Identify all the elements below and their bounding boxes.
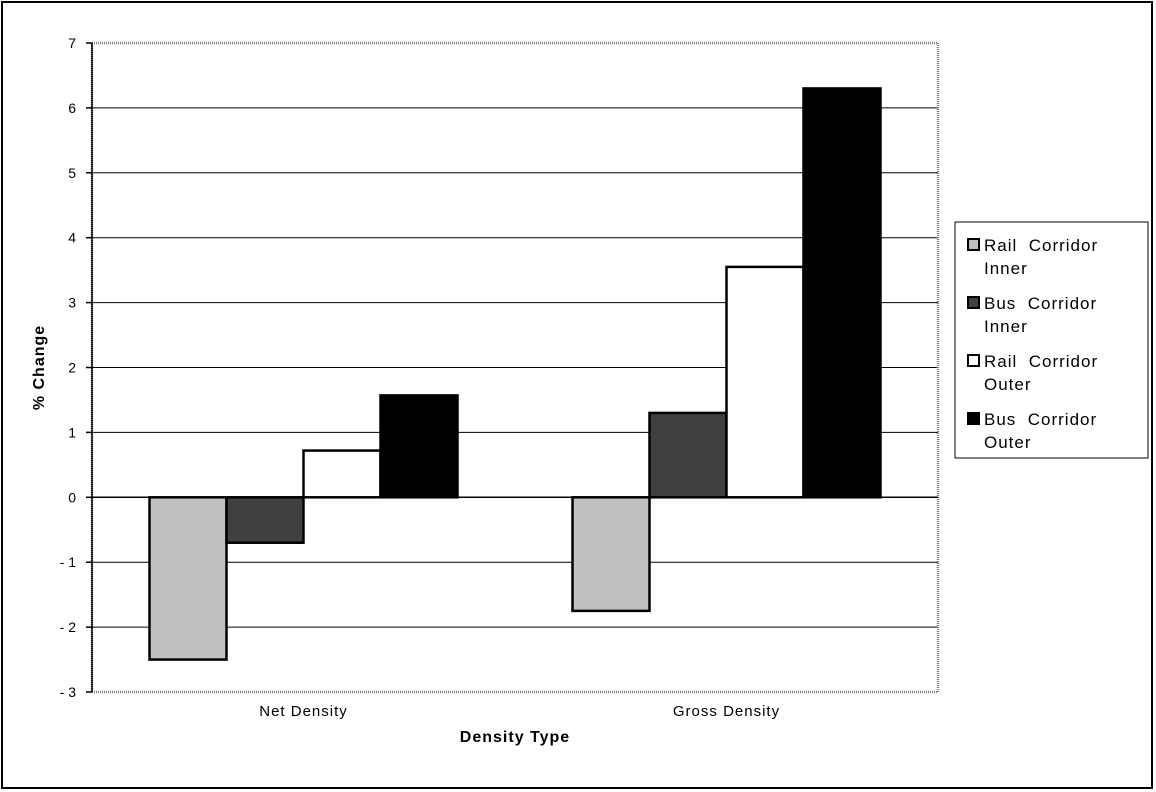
legend-box	[954, 221, 1149, 459]
y-tick-label: 6	[68, 100, 76, 116]
bars	[148, 87, 882, 661]
y-tick-label: 5	[68, 165, 76, 181]
x-category-label: Net Density	[259, 703, 348, 720]
legend-label: Bus Corridor	[984, 294, 1097, 313]
bar-rail-corridor-inner-gross-density	[571, 496, 651, 613]
legend-label-line2: Outer	[984, 433, 1032, 452]
y-tick-label: 7	[68, 35, 76, 51]
y-tick-label: - 3	[60, 684, 77, 700]
legend-label-line2: Inner	[984, 317, 1028, 336]
plot-area-border	[90, 41, 940, 694]
legend-label-line2: Outer	[984, 375, 1032, 394]
bar-bus-corridor-outer-net-density	[379, 394, 459, 499]
legend-label: Rail Corridor	[984, 236, 1098, 255]
x-category-label: Gross Density	[673, 703, 780, 720]
legend-swatch	[967, 296, 980, 309]
legend-swatch	[967, 412, 980, 425]
legend-items: Rail Corridor Inner Bus Corridor Inner Rail …	[967, 236, 1098, 452]
legend-label-line2: Inner	[984, 259, 1028, 278]
y-tick-label: 3	[68, 295, 76, 311]
y-ticks: 7 6 5 4 3 2 1 0 - 1 - 2 - 3	[60, 35, 92, 700]
bar-rail-corridor-outer-gross-density	[725, 265, 805, 499]
legend-label: Bus Corridor	[984, 410, 1097, 429]
bar-rail-corridor-inner-net-density	[148, 496, 228, 661]
y-tick-label: 2	[68, 360, 76, 376]
y-axis-title: % Change	[31, 325, 48, 410]
x-axis-title: Density Type	[460, 729, 570, 746]
y-tick-label: - 2	[60, 619, 77, 635]
y-tick-label: - 1	[60, 554, 77, 570]
y-tick-label: 4	[68, 230, 76, 246]
bar-rail-corridor-outer-net-density	[302, 449, 382, 499]
legend: Rail Corridor Inner Bus Corridor Inner Rail …	[954, 221, 1149, 459]
x-category-labels: Net Density Gross Density	[259, 703, 780, 720]
legend-label: Rail Corridor	[984, 352, 1098, 371]
bar-bus-corridor-inner-net-density	[225, 496, 305, 544]
y-tick-label: 0	[68, 489, 76, 505]
legend-swatch	[967, 354, 980, 367]
legend-swatch	[967, 238, 980, 251]
bar-bus-corridor-outer-gross-density	[802, 87, 882, 499]
y-tick-label: 1	[68, 424, 76, 440]
bar-bus-corridor-inner-gross-density	[648, 411, 728, 499]
